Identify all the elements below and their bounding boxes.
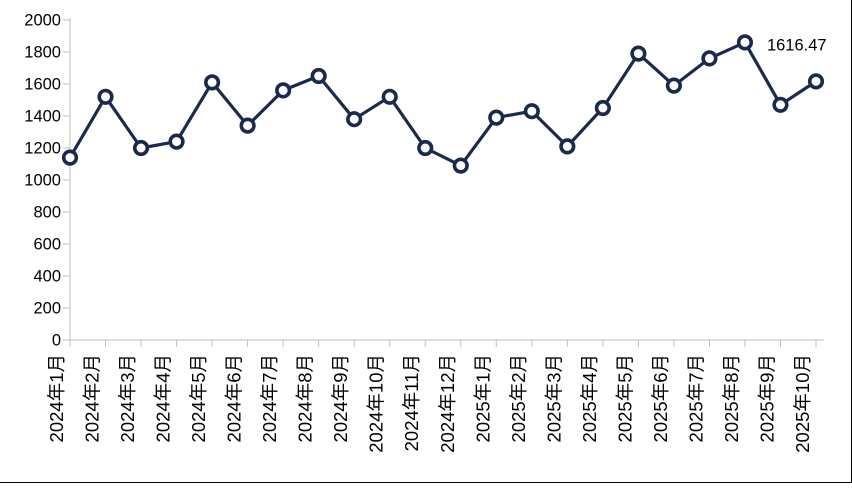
svg-text:2025年10月: 2025年10月: [792, 354, 813, 453]
svg-text:2024年9月: 2024年9月: [330, 354, 351, 442]
svg-text:2024年7月: 2024年7月: [259, 354, 280, 442]
svg-text:2024年6月: 2024年6月: [224, 354, 245, 442]
svg-text:2024年4月: 2024年4月: [153, 354, 174, 442]
svg-text:1000: 1000: [24, 172, 61, 190]
svg-text:2025年9月: 2025年9月: [756, 354, 777, 442]
svg-text:1616.47: 1616.47: [767, 36, 827, 54]
svg-text:1200: 1200: [24, 140, 61, 158]
svg-text:2025年1月: 2025年1月: [472, 354, 493, 442]
svg-text:2024年11月: 2024年11月: [401, 354, 422, 451]
svg-text:2025年6月: 2025年6月: [650, 354, 671, 442]
svg-text:400: 400: [33, 268, 61, 286]
svg-text:1800: 1800: [24, 44, 61, 62]
svg-text:1400: 1400: [24, 108, 61, 126]
svg-text:2025年7月: 2025年7月: [685, 354, 706, 442]
svg-text:2025年5月: 2025年5月: [614, 354, 635, 442]
svg-text:2024年8月: 2024年8月: [295, 354, 316, 442]
svg-text:800: 800: [33, 204, 61, 222]
svg-text:2025年3月: 2025年3月: [543, 354, 564, 442]
svg-text:2025年4月: 2025年4月: [579, 354, 600, 442]
svg-text:0: 0: [52, 332, 61, 350]
svg-text:2000: 2000: [24, 12, 61, 30]
svg-text:2024年3月: 2024年3月: [117, 354, 138, 442]
svg-text:2025年2月: 2025年2月: [508, 354, 529, 442]
svg-text:600: 600: [33, 236, 61, 254]
svg-text:200: 200: [33, 300, 61, 318]
svg-text:1600: 1600: [24, 76, 61, 94]
svg-text:2024年5月: 2024年5月: [188, 354, 209, 442]
svg-text:2024年12月: 2024年12月: [437, 354, 458, 453]
svg-text:2024年10月: 2024年10月: [366, 354, 387, 453]
svg-text:2025年8月: 2025年8月: [721, 354, 742, 442]
svg-text:2024年1月: 2024年1月: [46, 354, 67, 442]
svg-text:2024年2月: 2024年2月: [82, 354, 103, 442]
